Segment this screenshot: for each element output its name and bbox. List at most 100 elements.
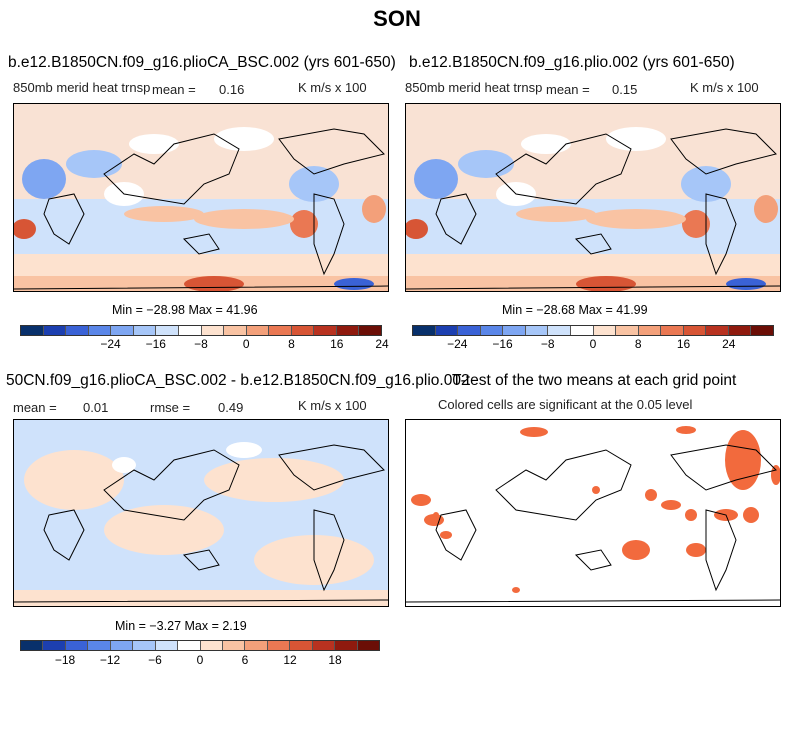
- cbar-swatch: [245, 641, 268, 650]
- cbar-swatch: [21, 641, 44, 650]
- cbar-swatch: [133, 641, 156, 650]
- cbar-swatch: [133, 326, 157, 335]
- cbar-swatch: [290, 641, 313, 650]
- cbar-tick: −18: [54, 653, 76, 667]
- cbar-tick: 6: [241, 653, 249, 667]
- cbar-tick: 12: [283, 653, 297, 667]
- panel1-mean-label: mean =: [152, 82, 196, 97]
- panel3-mean-label: mean =: [13, 400, 57, 415]
- cbar-tick: 18: [328, 653, 342, 667]
- cbar-swatch: [616, 326, 639, 335]
- panel2-map: [405, 103, 781, 292]
- cbar-tick: −12: [99, 653, 121, 667]
- cbar-swatch: [178, 326, 202, 335]
- panel4-title: T-test of the two means at each grid poi…: [452, 372, 737, 389]
- cbar-swatch: [335, 641, 358, 650]
- cbar-swatch: [480, 326, 504, 335]
- cbar-swatch: [43, 326, 67, 335]
- cbar-swatch: [683, 326, 707, 335]
- cbar-swatch: [638, 326, 662, 335]
- cbar-swatch: [593, 326, 617, 335]
- cbar-swatch: [200, 641, 223, 650]
- panel4-subtitle: Colored cells are significant at the 0.0…: [438, 397, 693, 412]
- cbar-swatch: [201, 326, 225, 335]
- panel3-rmse-label: rmse =: [150, 400, 191, 415]
- panel2-units: K m/s x 100: [690, 80, 759, 95]
- panel3-rmse-value: 0.49: [218, 400, 244, 415]
- colorbar-full-2-ticks: −24 −16 −8 0 8 16 24: [412, 337, 774, 351]
- cbar-swatch: [88, 641, 111, 650]
- panel3-title: 50CN.f09_g16.plioCA_BSC.002 - b.e12.B185…: [6, 372, 470, 389]
- cbar-tick: 8: [634, 337, 642, 351]
- cbar-tick: −16: [145, 337, 166, 351]
- panel1-map: [13, 103, 389, 292]
- cbar-swatch: [661, 326, 684, 335]
- cbar-tick: 16: [330, 337, 344, 351]
- cbar-swatch: [751, 326, 773, 335]
- cbar-swatch: [570, 326, 594, 335]
- panel1-title: b.e12.B1850CN.f09_g16.plioCA_BSC.002 (yr…: [8, 54, 396, 71]
- colorbar-full-2: [412, 325, 774, 336]
- colorbar-full-1-ticks: −24 −16 −8 0 8 16 24: [20, 337, 388, 351]
- cbar-swatch: [435, 326, 459, 335]
- cbar-swatch: [224, 326, 247, 335]
- panel2-variable: 850mb merid heat trnsp: [405, 80, 543, 95]
- cbar-swatch: [413, 326, 436, 335]
- cbar-swatch: [267, 641, 291, 650]
- cbar-swatch: [110, 641, 134, 650]
- cbar-swatch: [357, 641, 379, 650]
- cbar-swatch: [155, 641, 179, 650]
- panel3-map-field: [14, 420, 388, 606]
- panel3-minmax: Min = −3.27 Max = 2.19: [115, 619, 247, 633]
- colorbar-diff: [20, 640, 380, 651]
- cbar-tick: 24: [722, 337, 736, 351]
- cbar-tick: −8: [540, 337, 555, 351]
- cbar-swatch: [525, 326, 549, 335]
- cbar-swatch: [88, 326, 112, 335]
- cbar-swatch: [43, 641, 66, 650]
- cbar-tick: 0: [196, 653, 204, 667]
- panel4-map: [405, 419, 781, 607]
- colorbar-diff-ticks: −18 −12 −6 0 6 12 18: [20, 653, 380, 667]
- panel1-mean-value: 0.16: [219, 82, 245, 97]
- colorbar-full-1: [20, 325, 382, 336]
- panel1-minmax: Min = −28.98 Max = 41.96: [112, 303, 258, 317]
- page-title: SON: [373, 6, 421, 31]
- panel2-minmax: Min = −28.68 Max = 41.99: [502, 303, 648, 317]
- panel1-map-field: [14, 104, 388, 291]
- cbar-swatch: [706, 326, 729, 335]
- cbar-swatch: [314, 326, 337, 335]
- cbar-swatch: [503, 326, 526, 335]
- cbar-swatch: [156, 326, 179, 335]
- cbar-swatch: [291, 326, 315, 335]
- panel2-mean-value: 0.15: [612, 82, 638, 97]
- panel1-variable: 850mb merid heat trnsp: [13, 80, 151, 95]
- cbar-tick: 24: [375, 337, 389, 351]
- cbar-swatch: [246, 326, 270, 335]
- cbar-swatch: [359, 326, 381, 335]
- cbar-tick: −8: [194, 337, 208, 351]
- cbar-swatch: [269, 326, 292, 335]
- panel2-mean-label: mean =: [546, 82, 590, 97]
- cbar-swatch: [222, 641, 246, 650]
- cbar-tick: 8: [288, 337, 295, 351]
- cbar-swatch: [312, 641, 336, 650]
- cbar-tick: 16: [676, 337, 691, 351]
- panel3-units: K m/s x 100: [298, 398, 367, 413]
- cbar-swatch: [548, 326, 571, 335]
- panel2-map-field: [406, 104, 780, 291]
- cbar-swatch: [21, 326, 44, 335]
- cbar-swatch: [336, 326, 360, 335]
- cbar-tick: −6: [148, 653, 162, 667]
- panel1-units: K m/s x 100: [298, 80, 367, 95]
- panel4-map-field: [406, 420, 780, 606]
- cbar-tick: 0: [242, 337, 250, 351]
- cbar-swatch: [728, 326, 752, 335]
- cbar-swatch: [178, 641, 201, 650]
- cbar-swatch: [458, 326, 481, 335]
- cbar-swatch: [66, 326, 89, 335]
- cbar-tick: −24: [100, 337, 121, 351]
- cbar-swatch: [65, 641, 89, 650]
- panel2-title: b.e12.B1850CN.f09_g16.plio.002 (yrs 601-…: [409, 54, 735, 71]
- panel3-mean-value: 0.01: [83, 400, 109, 415]
